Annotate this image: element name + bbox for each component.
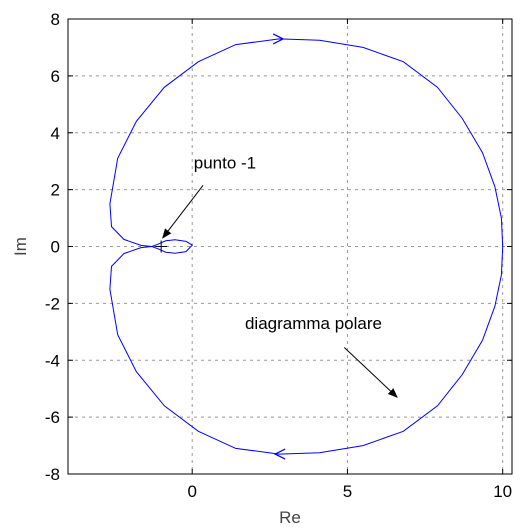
x-axis-label: Re	[279, 508, 301, 527]
direction-arrow	[272, 33, 285, 45]
y-axis-label: Im	[11, 237, 30, 256]
direction-arrow	[273, 448, 286, 460]
annotation-arrow	[162, 185, 204, 239]
grid-lines	[68, 19, 512, 474]
y-tick-label: -8	[45, 465, 60, 484]
y-tick-label: 4	[51, 124, 60, 143]
annotation-group: punto -1 diagramma polare	[162, 153, 398, 398]
axis-ticks: 0 5 10 -8 -6 -4 -2 0 2 4 6 8	[45, 10, 512, 501]
y-tick-label: 6	[51, 67, 60, 86]
curve-group	[109, 33, 504, 460]
annotation-arrow	[343, 347, 398, 398]
plot-frame	[67, 18, 513, 475]
y-tick-label: 2	[51, 181, 60, 200]
y-tick-label: -4	[45, 351, 60, 370]
y-tick-label: -6	[45, 408, 60, 427]
x-tick-label: 5	[343, 482, 352, 501]
annotation-text: punto -1	[194, 153, 256, 172]
polar-curve-line	[109, 38, 504, 455]
annotation-text: diagramma polare	[245, 314, 382, 333]
y-tick-label: 8	[51, 10, 60, 29]
x-tick-label: 10	[493, 482, 512, 501]
x-tick-label: 0	[187, 482, 196, 501]
y-tick-label: 0	[51, 238, 60, 257]
y-tick-label: -2	[45, 294, 60, 313]
